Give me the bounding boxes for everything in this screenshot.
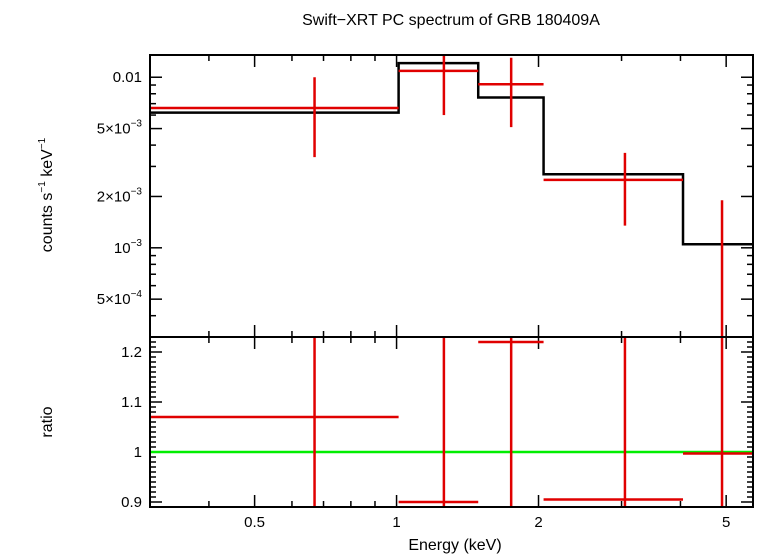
- ylabel-counts-exp: −1: [37, 181, 48, 193]
- spectrum-y-tick-label: 5×10−4: [97, 289, 143, 308]
- ratio-y-tick-label: 1: [134, 444, 142, 461]
- spectrum-y-tick-label: 10−3: [114, 238, 143, 257]
- ratio-y-tick-label: 1.2: [121, 344, 142, 361]
- ratio-frame: [149, 336, 754, 508]
- ratio-x-ticks: [149, 337, 727, 507]
- x-tick-label: 0.5: [244, 514, 265, 531]
- ratio-y-tick-label: 0.9: [121, 494, 142, 511]
- spectrum-panel: counts s−1 keV−1 0.015×10−32×10−310−35×1…: [37, 54, 754, 338]
- model-step-line: [150, 61, 753, 246]
- ratio-y-tick-label: 1.1: [121, 394, 142, 411]
- spectrum-x-ticks: [149, 55, 727, 337]
- spectrum-ylabel: counts s−1 keV−1: [37, 137, 56, 252]
- ratio-panel: ratio 0.9 1 1.1 1.2: [39, 336, 754, 511]
- ylabel-kev-exp: −1: [37, 137, 48, 149]
- x-tick-labels: 0.5 1 2 5: [244, 514, 730, 531]
- spectrum-y-tick-label: 5×10−3: [97, 119, 143, 138]
- ratio-ylabel: ratio: [39, 406, 56, 437]
- model-histogram: [150, 61, 753, 246]
- ratio-y-ticks: 0.9 1 1.1 1.2: [121, 336, 753, 511]
- chart-title: Swift−XRT PC spectrum of GRB 180409A: [302, 12, 600, 29]
- x-axis-label: Energy (keV): [408, 537, 501, 554]
- x-tick-label: 1: [392, 514, 400, 531]
- spectrum-data-points: [150, 55, 724, 337]
- ylabel-kev: keV: [39, 149, 56, 181]
- spectrum-y-tick-label: 2×10−3: [97, 186, 143, 205]
- spectrum-frame: [149, 54, 754, 338]
- ratio-data-points: [150, 337, 753, 507]
- x-tick-label: 2: [534, 514, 542, 531]
- spectrum-y-tick-label: 0.01: [113, 69, 142, 86]
- x-tick-label: 5: [722, 514, 730, 531]
- spectrum-y-ticks: 0.01 5×10−3 2×10−3 10−3 5×10−4: [97, 69, 753, 338]
- ylabel-counts: counts s: [39, 193, 56, 253]
